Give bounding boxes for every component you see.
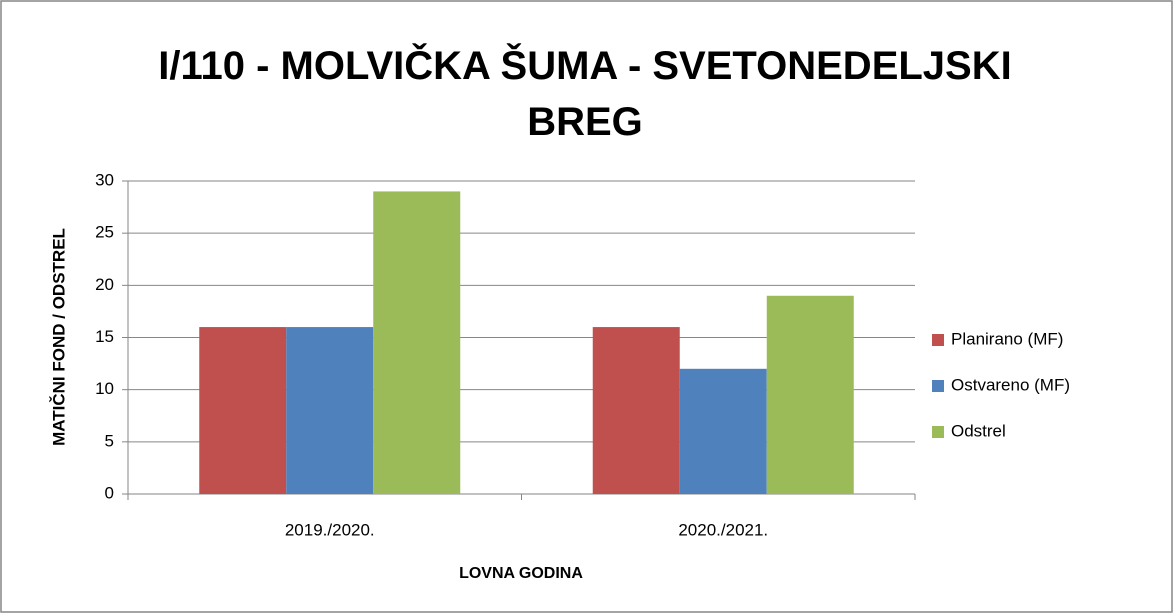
bar [199, 327, 287, 494]
y-tick-label: 10 [95, 379, 114, 398]
legend-label: Odstrel [951, 421, 1006, 440]
bar [592, 327, 680, 494]
y-tick-label: 25 [95, 223, 114, 242]
y-tick-label: 30 [95, 170, 114, 189]
x-tick-label: 2020./2021. [678, 520, 768, 539]
bar [766, 295, 854, 494]
legend-swatch [932, 334, 944, 346]
bar [373, 191, 461, 494]
bar [286, 327, 374, 494]
x-axis-label: LOVNA GODINA [459, 565, 583, 582]
legend-label: Ostvareno (MF) [951, 375, 1070, 394]
legend-swatch [932, 426, 944, 438]
y-tick-label: 20 [95, 275, 114, 294]
y-tick-label: 15 [95, 327, 114, 346]
y-tick-label: 0 [105, 483, 114, 502]
bar [679, 368, 767, 494]
legend-label: Planirano (MF) [951, 329, 1063, 348]
y-tick-label: 5 [105, 431, 114, 450]
x-tick-label: 2019./2020. [285, 520, 375, 539]
legend-swatch [932, 380, 944, 392]
chart-title: I/110 - MOLVIČKA ŠUMA - SVETONEDELJSKI B… [158, 44, 1012, 144]
y-axis-label: MATIČNI FOND / ODSTREL [49, 228, 68, 446]
